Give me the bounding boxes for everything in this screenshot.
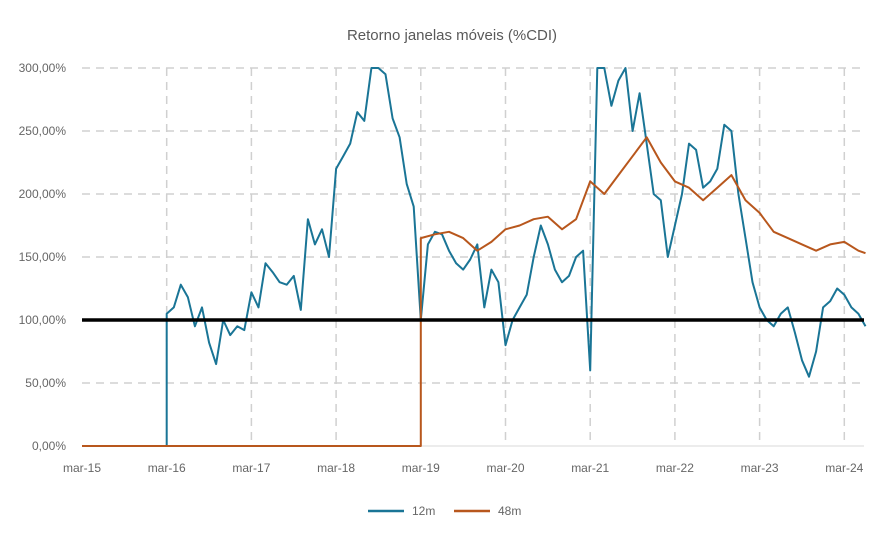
- x-tick-label: mar-21: [571, 461, 609, 475]
- y-axis: 0,00% 50,00% 100,00% 150,00% 200,00% 250,00% 3…: [19, 61, 67, 453]
- y-tick-label: 250,00%: [19, 124, 67, 138]
- series-line-48m: [82, 136, 866, 447]
- y-tick-label: 50,00%: [25, 376, 66, 390]
- x-tick-label: mar-20: [486, 461, 524, 475]
- x-tick-label: mar-23: [741, 461, 779, 475]
- chart-title: Retorno janelas móveis (%CDI): [347, 27, 557, 44]
- series-layer: [82, 67, 867, 447]
- legend-label-48m: 48m: [498, 504, 521, 518]
- x-tick-label: mar-19: [402, 461, 440, 475]
- series-line-12m: [82, 67, 867, 447]
- legend-label-12m: 12m: [412, 504, 435, 518]
- y-tick-label: 100,00%: [19, 313, 67, 327]
- x-axis: mar-15 mar-16 mar-17 mar-18 mar-19 mar-20 mar-…: [63, 461, 864, 475]
- x-tick-label: mar-15: [63, 461, 101, 475]
- legend: 12m 48m: [368, 504, 521, 518]
- x-tick-label: mar-16: [148, 461, 186, 475]
- x-tick-label: mar-24: [825, 461, 863, 475]
- y-tick-label: 200,00%: [19, 187, 67, 201]
- x-tick-label: mar-18: [317, 461, 355, 475]
- gridlines: [82, 67, 864, 447]
- y-tick-label: 150,00%: [19, 250, 67, 264]
- y-tick-label: 0,00%: [32, 439, 66, 453]
- x-tick-label: mar-22: [656, 461, 694, 475]
- y-tick-label: 300,00%: [19, 61, 67, 75]
- x-tick-label: mar-17: [232, 461, 270, 475]
